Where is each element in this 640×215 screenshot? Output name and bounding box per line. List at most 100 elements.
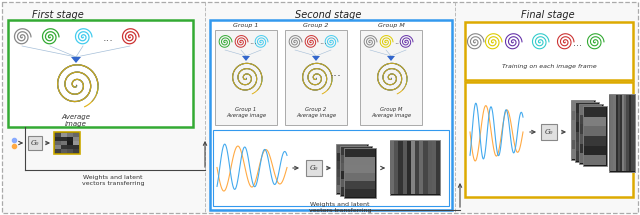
Bar [576,142,598,151]
Text: Weights and latent
vectors transferring: Weights and latent vectors transferring [82,175,144,186]
Bar [627,95,628,171]
Bar [415,141,419,194]
Bar [576,122,598,132]
Bar [572,140,594,149]
Text: Average
image: Average image [61,114,90,127]
Bar [572,130,594,140]
Bar [423,141,428,194]
Bar [394,141,398,194]
Bar [337,169,367,177]
Bar [616,95,618,171]
Text: G₀: G₀ [31,139,39,147]
Text: ...: ... [319,37,327,46]
Bar [73,141,79,145]
Bar [580,153,602,163]
Bar [213,130,449,206]
Bar [571,100,595,160]
Bar [580,124,602,134]
Bar [215,30,277,125]
Bar [341,187,371,195]
Polygon shape [71,57,81,63]
Bar [61,141,67,145]
Bar [580,115,602,124]
Bar [576,132,598,142]
Text: ...: ... [330,66,342,78]
Text: Group 1: Group 1 [234,23,259,28]
Bar [584,136,606,146]
Bar [337,177,367,185]
Text: Group 2
Average image: Group 2 Average image [296,107,336,118]
Text: Second stage: Second stage [295,10,361,20]
Bar [67,133,73,137]
Bar [345,189,375,197]
Bar [54,132,80,154]
Text: Group 2: Group 2 [303,23,329,28]
Bar [210,20,452,210]
Bar [341,147,371,155]
Bar [465,22,633,80]
Bar [572,149,594,159]
Bar [285,30,347,125]
Bar [61,133,67,137]
Bar [572,111,594,120]
Bar [344,148,376,198]
Bar [583,106,607,166]
Polygon shape [387,56,395,61]
Bar [340,146,372,196]
Bar [630,95,633,171]
Text: ...: ... [573,38,582,48]
Bar [345,173,375,181]
Bar [622,95,624,171]
Text: ...: ... [394,37,402,46]
Bar [575,102,599,162]
Bar [55,137,61,141]
Bar [345,165,375,173]
Bar [465,82,633,197]
Bar [398,141,403,194]
Bar [8,20,193,127]
Bar [337,185,367,193]
Bar [572,120,594,130]
Bar [337,145,367,153]
Bar [419,141,423,194]
Bar [406,141,411,194]
Bar [633,95,635,171]
Bar [579,104,603,164]
Bar [73,137,79,141]
Bar [341,155,371,163]
Text: ...: ... [249,37,257,46]
Bar [584,146,606,155]
Bar [390,140,440,195]
Bar [55,149,61,153]
Bar [390,141,394,194]
Bar [584,126,606,136]
Bar [55,141,61,145]
Bar [290,65,342,103]
Bar [61,149,67,153]
Bar [73,145,79,149]
Bar [220,65,272,103]
Bar [336,144,368,194]
Polygon shape [312,56,320,61]
Bar [576,103,598,113]
Bar [618,95,620,171]
Bar [365,65,417,103]
Text: Final stage: Final stage [521,10,575,20]
Text: Group 1
Average image: Group 1 Average image [226,107,266,118]
Bar [436,141,440,194]
Bar [580,144,602,153]
Bar [580,105,602,115]
Bar [428,141,431,194]
Bar [411,141,415,194]
Polygon shape [242,56,250,61]
Text: First stage: First stage [32,10,84,20]
Bar [580,134,602,144]
Bar [584,107,606,117]
Bar [584,155,606,165]
Bar [73,133,79,137]
Bar [584,117,606,126]
Bar [345,157,375,165]
Bar [337,161,367,169]
Bar [628,95,630,171]
Bar [403,141,406,194]
